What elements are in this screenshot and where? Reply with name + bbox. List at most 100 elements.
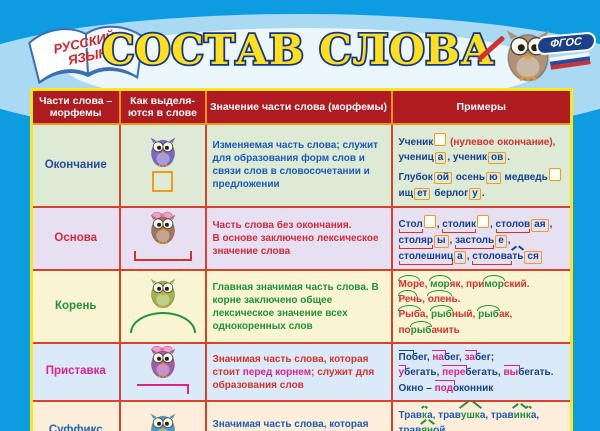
- morpheme-ebox-segment: [434, 132, 447, 146]
- examples-cell: Ученик (нулевое окончание), учениц а, учен…: [390, 123, 573, 208]
- example-line: Окно – подоконник: [398, 380, 566, 395]
- text-segment: ,: [466, 251, 473, 263]
- morpheme-arc-segment: олен: [426, 290, 453, 306]
- morpheme-arc-segment: рыб: [409, 320, 433, 336]
- owl-icon: [122, 410, 204, 431]
- morpheme-stem-segment: столов: [495, 219, 531, 233]
- morpheme-caret-segment: к: [422, 409, 428, 421]
- morpheme-arc-segment: рыб: [430, 305, 453, 321]
- text-segment: е,: [419, 278, 431, 290]
- header-cell: Части слова – морфемы: [30, 88, 121, 125]
- meaning-text: Значимая часть слова, которая стоит посл…: [204, 400, 393, 431]
- examples-cell: Море, моряк, приморский. Речь, олень. Рыба…: [390, 269, 573, 344]
- fgos-badge: ФГОС: [535, 31, 597, 70]
- text-segment: бегать,: [465, 367, 504, 379]
- text-segment: а,: [419, 309, 432, 321]
- example-line: учениц а, ученик ов.: [399, 151, 566, 165]
- morpheme-ebox-segment: [423, 215, 436, 229]
- morpheme-arc-segment: мор: [429, 274, 452, 290]
- text-segment: Окно –: [398, 382, 435, 394]
- table-header: Части слова – морфемы Как выделя- ются в …: [30, 88, 573, 125]
- morpheme-over-segment: на: [432, 349, 446, 364]
- square-mark: [152, 170, 173, 192]
- morpheme-label: Приставка: [30, 341, 121, 403]
- header-cell: Как выделя- ются в слове: [118, 88, 207, 125]
- owl-icon: [150, 278, 175, 309]
- meaning-text: Изменяемая часть слова; служит для образ…: [204, 123, 393, 208]
- text-segment: перед корнем: [242, 366, 312, 378]
- text-segment: Глубок: [398, 171, 433, 183]
- example-line: травяной.: [399, 425, 566, 431]
- owl-mark-cell: [118, 269, 207, 344]
- poster-title-wrap: СОСТАВ СЛОВА: [88, 22, 508, 78]
- morpheme-box-segment: ся: [524, 251, 542, 264]
- morpheme-ebox-segment: [548, 167, 561, 181]
- text-segment: ,: [507, 235, 511, 247]
- table-header-row: Части слова – морфемы Как выделя- ются в …: [30, 88, 573, 125]
- morpheme-stem-segment: столешниц: [398, 251, 454, 265]
- example-line: Море, моряк, приморский.: [397, 274, 566, 291]
- text-segment: .: [481, 187, 485, 199]
- example-line: Стол, столик, столов ая,: [398, 215, 566, 233]
- examples-cell: Травка, травушка, травинка,травяной.Горк…: [390, 400, 573, 431]
- morpheme-caret-segment: ин: [513, 409, 526, 421]
- text-segment: ,: [436, 219, 443, 231]
- morpheme-stem-segment: застоль: [455, 235, 495, 249]
- text-segment: Значимая часть слова, которая стоит: [212, 419, 369, 431]
- text-segment: як, при: [449, 278, 485, 290]
- owl-icon: [150, 413, 175, 431]
- morpheme-caret-segment: к: [525, 409, 531, 421]
- example-line: Глубок ой осень ю медведь: [398, 167, 566, 185]
- morpheme-box-segment: ов: [488, 151, 507, 165]
- morpheme-stem-segment: Стол: [398, 219, 423, 233]
- morpheme-ebox-segment: [476, 215, 489, 229]
- text-segment: бег;: [475, 352, 495, 364]
- text-segment: Трав: [398, 409, 423, 421]
- example-line: Ученик (нулевое окончание),: [398, 132, 566, 149]
- example-line: убегать, перебегать, выбегать.: [398, 364, 566, 379]
- morpheme-box-segment: ет: [414, 187, 431, 201]
- morpheme-box-segment: а: [454, 251, 466, 264]
- text-segment: Значимая часть слова, которая стоит: [212, 353, 369, 378]
- example-line: Травка, травушка, травинка,: [399, 410, 566, 422]
- morpheme-stem-segment: столяр: [398, 235, 434, 249]
- header-cell: Значение части слова (морфемы): [204, 88, 393, 125]
- morpheme-label: Окончание: [30, 123, 121, 208]
- morpheme-over-segment: у: [398, 364, 406, 379]
- text-segment: Ученик: [398, 136, 434, 148]
- text-segment: берлог: [431, 187, 469, 199]
- morpheme-box-segment: у: [469, 187, 481, 201]
- owl-icon: [122, 134, 204, 169]
- morpheme-caret-segment: ть: [512, 251, 524, 263]
- text-segment: ь.: [451, 294, 461, 306]
- morpheme-arc-segment: рыб: [477, 305, 500, 321]
- meaning-text: Значимая часть слова, которая стоит пере…: [204, 341, 393, 403]
- text-segment: .: [507, 151, 511, 163]
- text-segment: ный,: [451, 309, 479, 321]
- text-segment: бег,: [444, 352, 465, 364]
- text-segment: ищ: [398, 187, 414, 199]
- owl-mark-cell: [118, 341, 207, 403]
- text-segment: ь,: [416, 294, 428, 306]
- text-segment: (нулевое окончание),: [450, 136, 556, 148]
- morpheme-box-segment: ы: [433, 235, 449, 248]
- morpheme-row: Окончание Изменяемая часть слова; служит…: [30, 123, 573, 208]
- text-segment: а,: [530, 409, 540, 421]
- text-segment: ский.: [503, 278, 530, 290]
- text-segment: ачить: [431, 324, 460, 336]
- morphemes-table: Части слова – морфемы Как выделя- ются в …: [30, 88, 573, 431]
- examples-cell: Побег, набег, забег; убегать, перебегать,…: [390, 341, 573, 403]
- owl-mark-cell: [118, 123, 207, 208]
- open-book-icon: [28, 25, 145, 85]
- morpheme-row: Корень Главная значимая часть слова. В к…: [30, 269, 573, 344]
- text-segment: ,: [449, 235, 456, 247]
- example-line: Речь, олень.: [397, 290, 566, 306]
- morpheme-box-segment: ой: [433, 171, 453, 185]
- morpheme-stem-segment: столик: [442, 219, 476, 233]
- owl-mark-cell: [118, 205, 207, 272]
- header-cell: Примеры: [390, 88, 573, 125]
- morpheme-caret-segment: ян: [421, 425, 433, 431]
- bracket-mark: [133, 250, 192, 261]
- text-segment: бег,: [411, 352, 433, 364]
